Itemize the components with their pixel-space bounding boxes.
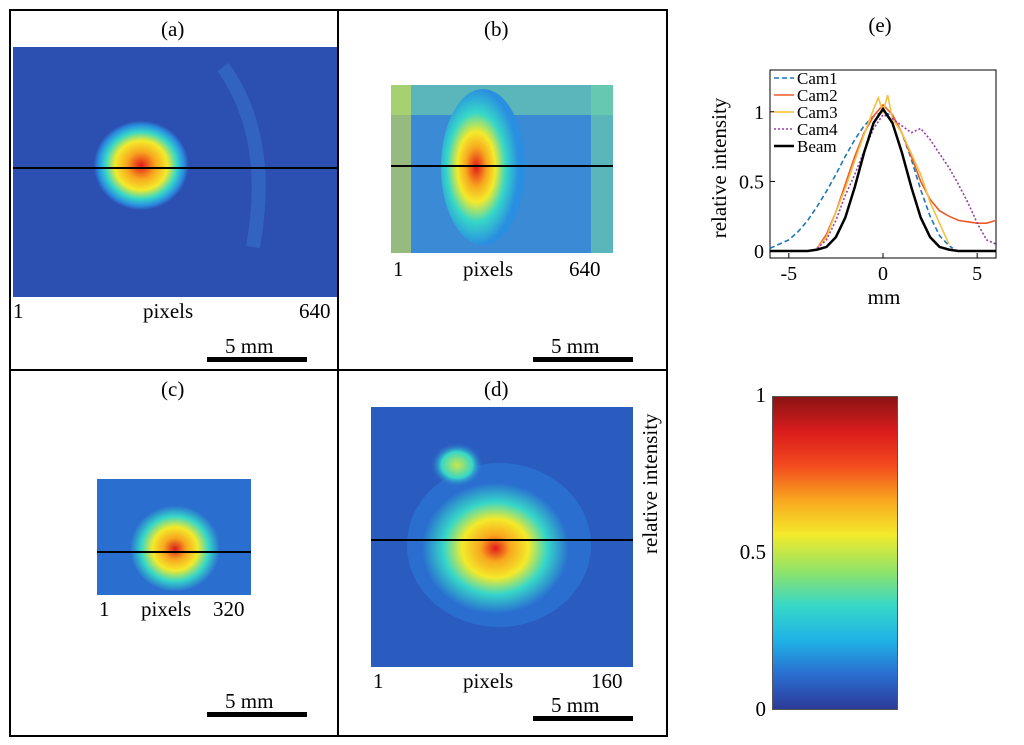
panel-b-heatmap-image bbox=[391, 85, 613, 253]
panel-c-axis-label: pixels bbox=[141, 597, 192, 621]
y-tick-label: 0.5 bbox=[739, 171, 764, 193]
colorbar bbox=[772, 396, 898, 710]
series-line-cam1 bbox=[769, 110, 954, 250]
panel-a-label: (a) bbox=[161, 17, 185, 41]
panel-d-profile-line bbox=[371, 539, 633, 541]
panel-c-heatmap bbox=[97, 479, 251, 595]
panel-a-heatmap-image bbox=[13, 47, 337, 297]
panel-d-scale-label: 5 mm bbox=[551, 693, 600, 717]
panel-d-heatmap-image bbox=[371, 407, 633, 667]
series-line-beam bbox=[770, 106, 996, 253]
panel-d-axis-start: 1 bbox=[373, 669, 384, 693]
panel-b-profile-line bbox=[391, 165, 613, 167]
panel-a-profile-line bbox=[13, 167, 337, 169]
panel-b-label: (b) bbox=[484, 17, 509, 41]
y-axis-label: relative intensity bbox=[707, 97, 731, 238]
x-tick-label: -5 bbox=[780, 263, 797, 285]
panel-b-scale-bar bbox=[533, 357, 633, 362]
panel-b-axis-label: pixels bbox=[463, 257, 514, 281]
y-tick-label: 1 bbox=[754, 102, 764, 124]
panel-c-scale-bar bbox=[207, 712, 307, 717]
panel-d-label: (d) bbox=[484, 377, 509, 401]
colorbar-label: relative intensity bbox=[638, 413, 662, 554]
legend-entry: Beam bbox=[797, 137, 837, 156]
panel-d-axis-end: 160 bbox=[591, 669, 623, 693]
panel-b-heatmap bbox=[391, 85, 613, 253]
legend-entry: Cam3 bbox=[797, 103, 838, 122]
panel-a-axis-end: 640 bbox=[299, 299, 331, 323]
legend-entry: Cam1 bbox=[797, 69, 838, 88]
panel-b-scale-label: 5 mm bbox=[551, 334, 600, 358]
panel-a-axis-label: pixels bbox=[143, 299, 194, 323]
panel-a-scale-bar bbox=[207, 357, 307, 362]
panel-a-scale-label: 5 mm bbox=[225, 334, 274, 358]
panel-c-scale-label: 5 mm bbox=[225, 689, 274, 713]
x-tick-label: 5 bbox=[972, 263, 982, 285]
panel-d-scale-bar bbox=[533, 716, 633, 721]
panel-d-heatmap bbox=[371, 407, 633, 667]
panel-a-heatmap bbox=[13, 47, 337, 297]
legend-entry: Cam4 bbox=[797, 120, 838, 139]
series-line-cam4 bbox=[816, 113, 997, 249]
series-line-cam2 bbox=[816, 103, 997, 249]
panel-b-axis-end: 640 bbox=[569, 257, 601, 281]
x-axis-label: mm bbox=[868, 285, 901, 309]
colorbar-tick-label: 1 bbox=[755, 383, 767, 407]
colorbar-tick-label: 0 bbox=[755, 697, 767, 721]
panel-c-heatmap-image bbox=[97, 479, 251, 595]
colorbar-tick-label: 0.5 bbox=[739, 540, 766, 564]
chart-title: (e) bbox=[868, 13, 891, 37]
panel-a-axis-start: 1 bbox=[13, 299, 24, 323]
legend-entry: Cam2 bbox=[797, 86, 838, 105]
panel-d: (d) 1 pixels 160 5 mm bbox=[337, 369, 668, 737]
y-tick-label: 0 bbox=[754, 241, 764, 263]
panel-b: (b) 1 pixels 640 5 mm bbox=[337, 9, 668, 371]
panel-d-axis-label: pixels bbox=[463, 669, 514, 693]
series-line-cam3 bbox=[816, 94, 950, 249]
x-tick-label: 0 bbox=[878, 263, 888, 285]
panel-c: (c) 1 pixels 320 5 mm bbox=[9, 369, 339, 737]
panel-c-axis-start: 1 bbox=[99, 597, 110, 621]
panel-c-profile-line bbox=[97, 551, 251, 553]
panel-c-axis-end: 320 bbox=[213, 597, 245, 621]
panel-a: (a) 1 pixels 640 5 mm bbox=[9, 9, 339, 371]
panel-b-axis-start: 1 bbox=[393, 257, 404, 281]
panel-c-label: (c) bbox=[161, 377, 185, 401]
